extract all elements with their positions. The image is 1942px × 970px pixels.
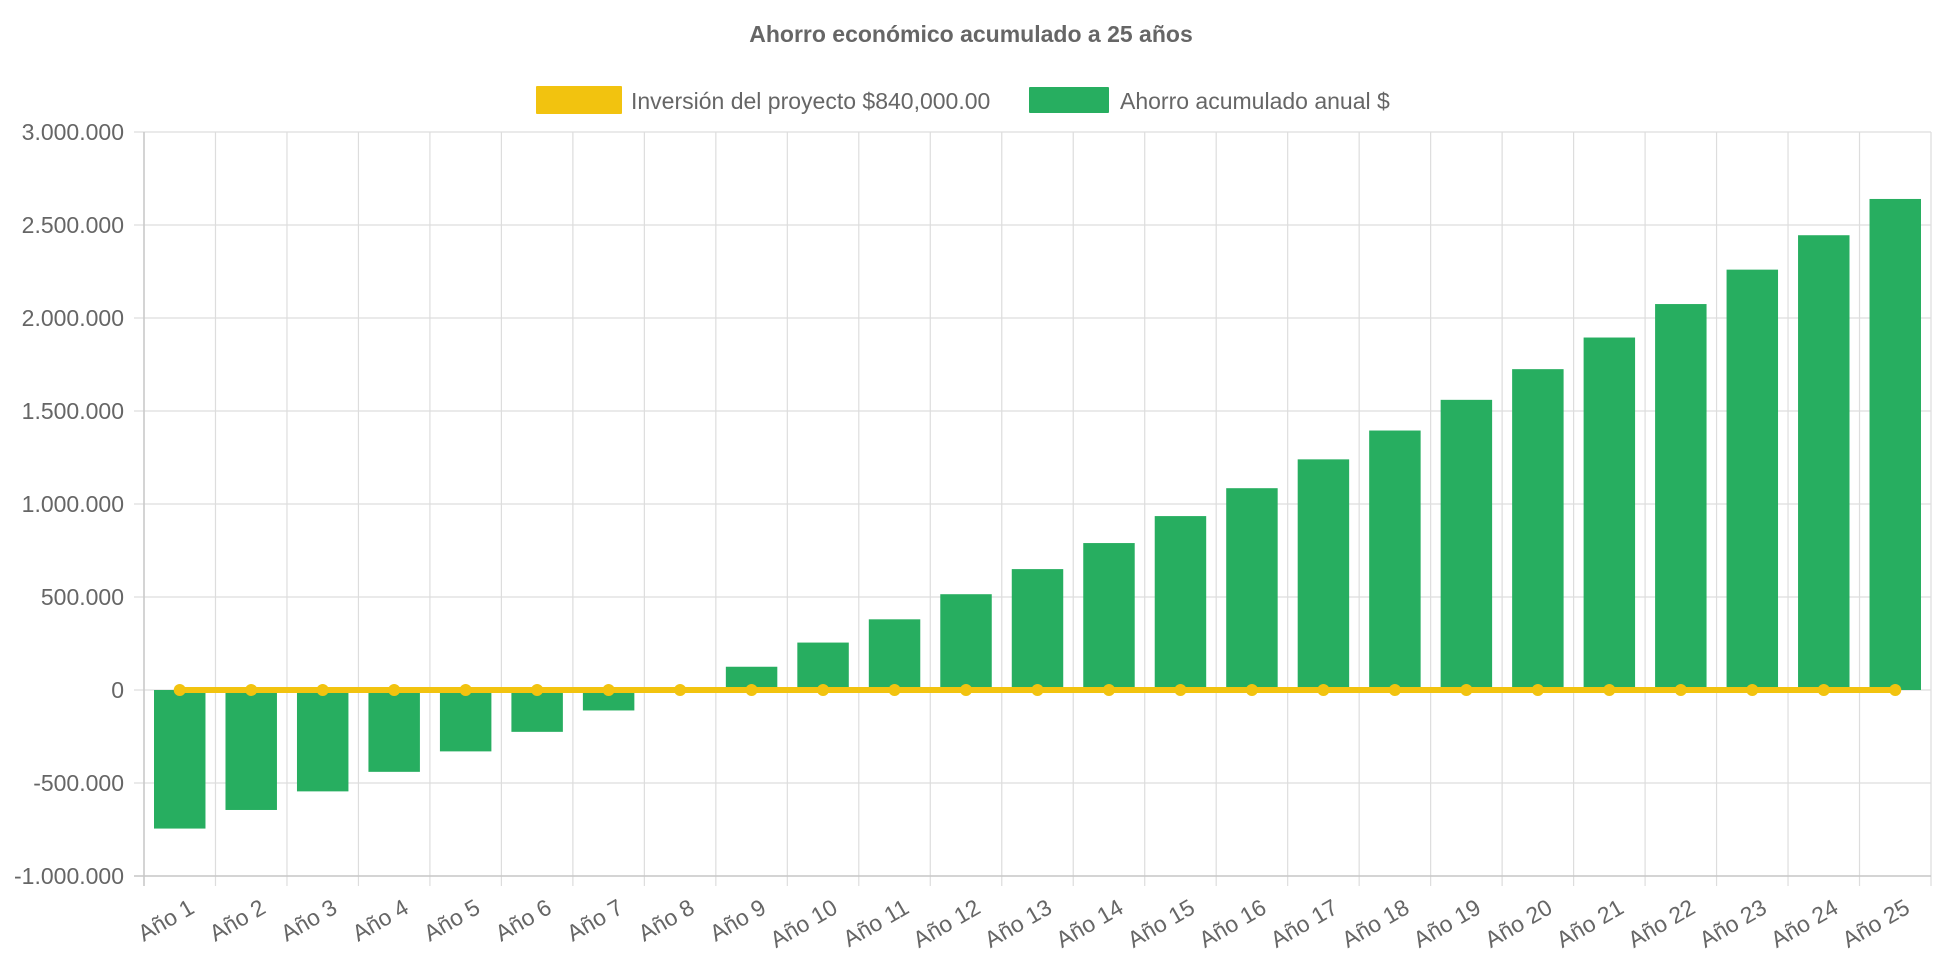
y-axis-ticks: 3.000.000 2.500.000 2.000.000 1.500.000 1.00… (14, 119, 124, 889)
x-tick-label: Año 22 (1623, 894, 1699, 953)
bar-22[interactable] (1655, 304, 1707, 690)
bar-20[interactable] (1512, 369, 1564, 690)
investment-point-4[interactable] (388, 684, 401, 696)
legend-swatch-investment (536, 86, 622, 114)
legend-label-investment: Inversión del proyecto $840,000.00 (631, 88, 990, 114)
x-tick-label: Año 10 (765, 894, 841, 953)
x-tick-label: Año 3 (276, 894, 341, 947)
grid (134, 131, 1932, 886)
investment-point-11[interactable] (888, 684, 901, 696)
y-tick-label: 1.000.000 (22, 491, 124, 517)
investment-point-3[interactable] (316, 684, 329, 696)
investment-point-7[interactable] (602, 684, 615, 696)
bar-11[interactable] (868, 619, 921, 690)
bar-7[interactable] (582, 690, 635, 711)
investment-point-23[interactable] (1746, 684, 1759, 696)
y-tick-label: 3.000.000 (22, 119, 124, 145)
x-tick-label: Año 8 (634, 894, 699, 947)
legend[interactable]: Inversión del proyecto $840,000.00 Ahorr… (536, 86, 1390, 114)
x-tick-label: Año 14 (1051, 894, 1127, 953)
investment-point-15[interactable] (1174, 684, 1187, 696)
investment-point-2[interactable] (245, 684, 258, 696)
investment-point-20[interactable] (1531, 684, 1544, 696)
x-tick-label: Año 9 (705, 894, 770, 947)
bar-9[interactable] (725, 666, 778, 690)
y-tick-label: 2.000.000 (22, 305, 124, 331)
investment-point-8[interactable] (674, 684, 687, 696)
chart-title: Ahorro económico acumulado a 25 años (749, 21, 1193, 47)
bar-25[interactable] (1869, 198, 1921, 690)
x-tick-label: Año 5 (419, 894, 484, 947)
investment-point-13[interactable] (1031, 684, 1044, 696)
bars-savings (154, 198, 1921, 829)
legend-swatch-savings (1029, 87, 1109, 113)
legend-label-savings: Ahorro acumulado anual $ (1120, 88, 1390, 114)
investment-point-1[interactable] (173, 684, 186, 696)
investment-point-9[interactable] (745, 684, 758, 696)
bar-15[interactable] (1154, 516, 1207, 690)
x-tick-label: Año 13 (980, 894, 1056, 953)
bar-10[interactable] (797, 642, 849, 690)
bar-4[interactable] (368, 690, 420, 772)
bar-16[interactable] (1226, 488, 1278, 690)
x-tick-label: Año 4 (348, 894, 413, 947)
y-tick-label: -1.000.000 (14, 863, 124, 889)
investment-point-6[interactable] (531, 684, 544, 696)
investment-point-24[interactable] (1817, 684, 1830, 696)
y-tick-label: 500.000 (41, 584, 124, 610)
bar-2[interactable] (225, 690, 277, 810)
investment-point-16[interactable] (1245, 684, 1258, 696)
bar-1[interactable] (154, 690, 206, 829)
investment-point-5[interactable] (459, 684, 472, 696)
x-tick-label: Año 18 (1337, 894, 1413, 953)
bar-6[interactable] (511, 690, 563, 732)
investment-point-12[interactable] (960, 684, 973, 696)
y-tick-label: 0 (111, 677, 124, 703)
x-tick-label: Año 17 (1266, 894, 1342, 953)
bar-18[interactable] (1369, 430, 1421, 690)
bar-14[interactable] (1083, 543, 1135, 690)
x-axis-ticks: Año 1 Año 2 Año 3 Año 4 Año 5 Año 6 Año 7 Año 8… (133, 894, 1914, 953)
x-tick-label: Año 12 (908, 894, 984, 953)
investment-point-18[interactable] (1388, 684, 1401, 696)
y-tick-label: 2.500.000 (22, 212, 124, 238)
bar-23[interactable] (1726, 269, 1779, 690)
investment-point-17[interactable] (1317, 684, 1330, 696)
investment-point-10[interactable] (817, 684, 830, 696)
investment-point-14[interactable] (1102, 684, 1115, 696)
x-tick-label: Año 15 (1123, 894, 1199, 953)
x-tick-label: Año 16 (1194, 894, 1270, 953)
bar-24[interactable] (1798, 235, 1850, 691)
x-tick-label: Año 23 (1695, 894, 1771, 953)
y-tick-label: -500.000 (33, 770, 124, 796)
x-tick-label: Año 20 (1480, 894, 1556, 953)
x-tick-label: Año 2 (205, 894, 270, 947)
bar-21[interactable] (1583, 337, 1636, 690)
x-tick-label: Año 6 (491, 894, 556, 947)
x-tick-label: Año 24 (1766, 894, 1842, 953)
bar-5[interactable] (439, 690, 492, 752)
bar-17[interactable] (1297, 459, 1350, 690)
y-tick-label: 1.500.000 (22, 398, 124, 424)
x-tick-label: Año 19 (1409, 894, 1485, 953)
bar-19[interactable] (1440, 399, 1493, 690)
x-tick-label: Año 7 (562, 894, 627, 947)
bar-13[interactable] (1011, 569, 1064, 690)
bar-12[interactable] (940, 594, 992, 690)
investment-point-19[interactable] (1460, 684, 1473, 696)
bar-3[interactable] (296, 690, 349, 792)
investment-point-25[interactable] (1889, 684, 1902, 696)
x-tick-label: Año 11 (838, 894, 913, 952)
line-investment (173, 684, 1902, 696)
x-tick-label: Año 21 (1552, 894, 1628, 953)
x-tick-label: Año 25 (1838, 894, 1914, 953)
investment-point-21[interactable] (1603, 684, 1616, 696)
investment-point-22[interactable] (1674, 684, 1687, 696)
x-tick-label: Año 1 (133, 894, 198, 947)
